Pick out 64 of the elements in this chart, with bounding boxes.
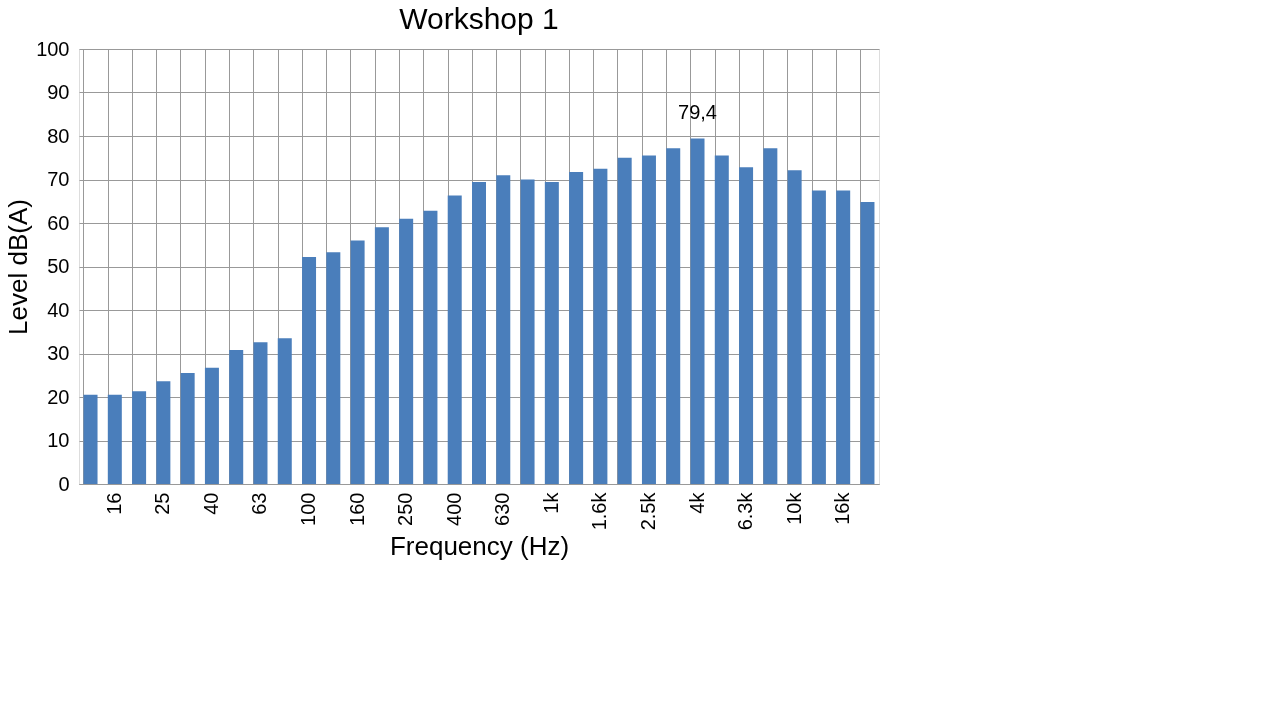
- y-tick-label: 50: [47, 255, 70, 277]
- y-tick-label: 10: [47, 429, 70, 451]
- bar: [520, 179, 535, 484]
- x-tick-label: 250: [394, 492, 417, 526]
- bar: [229, 350, 244, 484]
- bar: [472, 182, 486, 484]
- bar: [496, 175, 511, 484]
- bar: [860, 202, 875, 484]
- x-tick-label: 630: [491, 492, 514, 526]
- bar: [739, 167, 754, 484]
- bar: [544, 182, 559, 484]
- x-tick-label: 25: [151, 492, 174, 515]
- bar: [399, 218, 414, 484]
- bar: [593, 168, 608, 484]
- y-tick-label: 40: [47, 298, 70, 321]
- bar: [423, 210, 438, 484]
- y-axis-title: Level dB(A): [3, 199, 34, 335]
- x-tick-label: 10k: [782, 491, 805, 525]
- bar: [836, 190, 851, 484]
- bar: [326, 252, 341, 484]
- x-tick-label: 1k: [539, 491, 562, 514]
- x-tick-label: 40: [199, 492, 222, 515]
- bar: [156, 381, 171, 484]
- bar: [447, 195, 462, 484]
- bar: [83, 394, 98, 484]
- bar: [204, 367, 219, 484]
- x-tick-label: 16: [102, 492, 125, 515]
- bar: [569, 172, 584, 484]
- bar: [714, 155, 729, 484]
- bar: [302, 256, 317, 484]
- x-tick-label: 6.3k: [734, 491, 757, 531]
- y-tick-label: 90: [47, 81, 70, 103]
- bar: [787, 170, 802, 484]
- y-tick-label: 70: [47, 168, 70, 190]
- data-label: 79,4: [678, 100, 717, 123]
- y-tick-label: 30: [47, 342, 70, 364]
- chart-title: Workshop 1: [399, 2, 559, 35]
- bar: [253, 342, 268, 484]
- x-axis-title: Frequency (Hz): [389, 531, 570, 562]
- bar: [666, 148, 681, 484]
- x-tick-label: 2.5k: [636, 491, 659, 531]
- x-tick-label: 4k: [685, 491, 708, 514]
- x-tick-label: 16k: [831, 491, 854, 525]
- bar: [350, 240, 365, 484]
- x-tick-label: 400: [442, 492, 465, 526]
- bar: [180, 373, 195, 484]
- bar: [763, 148, 778, 484]
- y-tick-label: 100: [36, 37, 70, 60]
- y-tick-label: 0: [58, 472, 70, 495]
- bar: [811, 190, 826, 484]
- y-tick-label: 20: [47, 385, 70, 408]
- bar: [690, 138, 705, 484]
- bar: [107, 394, 122, 484]
- x-tick-label: 100: [297, 492, 320, 526]
- y-tick-label: 80: [47, 124, 70, 147]
- x-tick-label: 1.6k: [588, 491, 611, 531]
- y-tick-label: 60: [47, 211, 70, 234]
- x-tick-label: 160: [345, 492, 368, 526]
- bar: [132, 391, 147, 484]
- x-tick-label: 63: [248, 492, 271, 515]
- bar: [374, 227, 389, 484]
- bar: [617, 157, 632, 484]
- bar: [277, 338, 292, 484]
- bar: [641, 155, 656, 484]
